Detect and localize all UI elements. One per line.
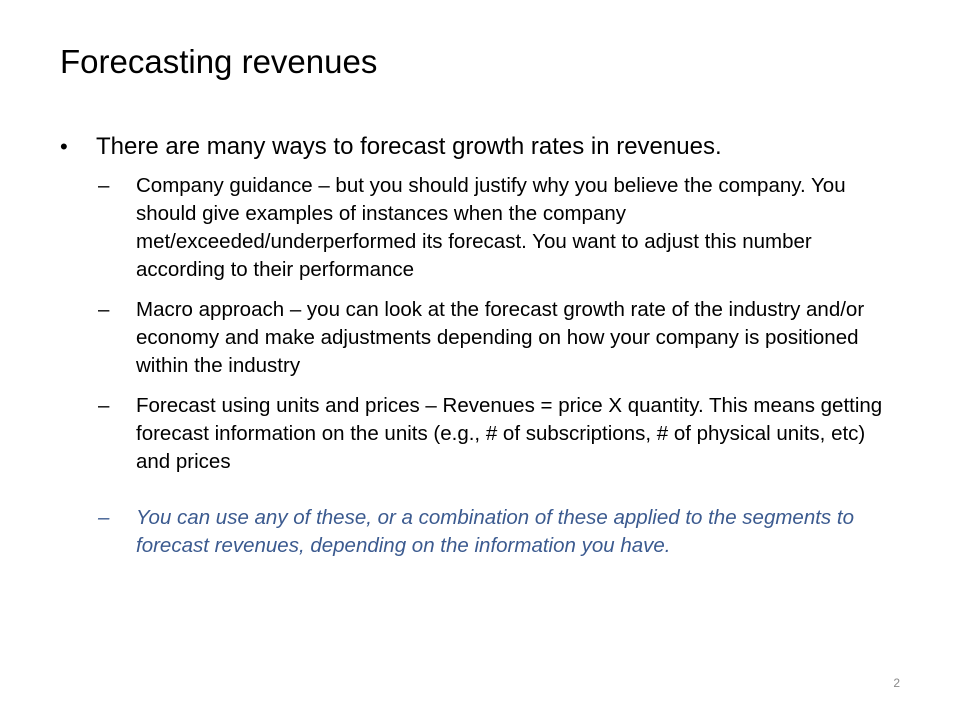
main-bullet: • There are many ways to forecast growth… xyxy=(60,130,890,164)
dash-icon: – xyxy=(98,298,110,321)
sub-point-highlight: – You can use any of these, or a combina… xyxy=(98,504,890,560)
highlight-text: You can use any of these, or a combinati… xyxy=(136,506,854,557)
dash-icon: – xyxy=(98,394,110,417)
sub-point-macro-approach: – Macro approach – you can look at the f… xyxy=(98,296,890,380)
sub-point-text: Company guidance – but you should justif… xyxy=(136,174,846,281)
sub-point-text: Forecast using units and prices – Revenu… xyxy=(136,394,883,473)
bullet-icon: • xyxy=(60,134,68,159)
sub-point-list: – Company guidance – but you should just… xyxy=(60,172,890,560)
sub-point-units-and-prices: – Forecast using units and prices – Reve… xyxy=(98,392,890,476)
sub-point-text: Macro approach – you can look at the for… xyxy=(136,298,865,377)
dash-icon: – xyxy=(98,174,110,197)
sub-point-company-guidance: – Company guidance – but you should just… xyxy=(98,172,890,284)
slide-content: • There are many ways to forecast growth… xyxy=(60,130,890,572)
main-bullet-text: There are many ways to forecast growth r… xyxy=(96,133,722,160)
dash-icon: – xyxy=(98,506,110,529)
page-number: 2 xyxy=(893,676,900,690)
slide-title: Forecasting revenues xyxy=(60,43,378,80)
